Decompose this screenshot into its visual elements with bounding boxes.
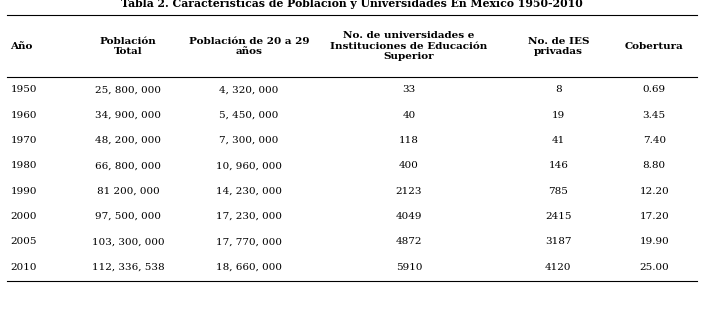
- Text: 97, 500, 000: 97, 500, 000: [95, 212, 161, 221]
- Text: 7, 300, 000: 7, 300, 000: [219, 136, 279, 145]
- Text: 118: 118: [399, 136, 419, 145]
- Text: 17, 770, 000: 17, 770, 000: [216, 237, 282, 247]
- Text: 18, 660, 000: 18, 660, 000: [216, 263, 282, 272]
- Text: 34, 900, 000: 34, 900, 000: [95, 111, 161, 120]
- Text: 2000: 2000: [11, 212, 37, 221]
- Text: 17.20: 17.20: [639, 212, 670, 221]
- Text: 10, 960, 000: 10, 960, 000: [216, 161, 282, 171]
- Text: 66, 800, 000: 66, 800, 000: [95, 161, 161, 171]
- Text: Población de 20 a 29
años: Población de 20 a 29 años: [189, 37, 309, 56]
- Text: Año: Año: [11, 42, 33, 51]
- Text: 12.20: 12.20: [639, 187, 670, 196]
- Text: 25.00: 25.00: [639, 263, 670, 272]
- Text: 8: 8: [555, 85, 562, 95]
- Text: 0.69: 0.69: [643, 85, 666, 95]
- Text: 400: 400: [399, 161, 419, 171]
- Text: 785: 785: [548, 187, 568, 196]
- Text: 19.90: 19.90: [639, 237, 670, 247]
- Text: 81 200, 000: 81 200, 000: [96, 187, 159, 196]
- Text: 41: 41: [552, 136, 565, 145]
- Text: 2010: 2010: [11, 263, 37, 272]
- Text: 1990: 1990: [11, 187, 37, 196]
- Text: 1980: 1980: [11, 161, 37, 171]
- Text: 112, 336, 538: 112, 336, 538: [92, 263, 164, 272]
- Text: 5910: 5910: [396, 263, 422, 272]
- Text: 1970: 1970: [11, 136, 37, 145]
- Text: 3187: 3187: [545, 237, 572, 247]
- Text: 1950: 1950: [11, 85, 37, 95]
- Text: Población
Total: Población Total: [99, 37, 156, 56]
- Text: 3.45: 3.45: [643, 111, 666, 120]
- Text: 1960: 1960: [11, 111, 37, 120]
- Text: 25, 800, 000: 25, 800, 000: [95, 85, 161, 95]
- Text: 7.40: 7.40: [643, 136, 666, 145]
- Text: 19: 19: [552, 111, 565, 120]
- Text: No. de IES
privadas: No. de IES privadas: [527, 37, 589, 56]
- Text: 4120: 4120: [545, 263, 572, 272]
- Text: Cobertura: Cobertura: [625, 42, 684, 51]
- Text: No. de universidades e
Instituciones de Educación
Superior: No. de universidades e Instituciones de …: [330, 32, 488, 61]
- Text: 40: 40: [402, 111, 415, 120]
- Text: 2005: 2005: [11, 237, 37, 247]
- Text: 2123: 2123: [396, 187, 422, 196]
- Text: 146: 146: [548, 161, 568, 171]
- Text: 103, 300, 000: 103, 300, 000: [92, 237, 164, 247]
- Text: 4872: 4872: [396, 237, 422, 247]
- Text: 14, 230, 000: 14, 230, 000: [216, 187, 282, 196]
- Text: 33: 33: [402, 85, 415, 95]
- Text: 4049: 4049: [396, 212, 422, 221]
- Text: 2415: 2415: [545, 212, 572, 221]
- Text: Tabla 2. Características de Población y Universidades En México 1950-2010: Tabla 2. Características de Población y …: [121, 0, 583, 9]
- Text: 8.80: 8.80: [643, 161, 666, 171]
- Text: 5, 450, 000: 5, 450, 000: [219, 111, 279, 120]
- Text: 48, 200, 000: 48, 200, 000: [95, 136, 161, 145]
- Text: 4, 320, 000: 4, 320, 000: [219, 85, 279, 95]
- Text: 17, 230, 000: 17, 230, 000: [216, 212, 282, 221]
